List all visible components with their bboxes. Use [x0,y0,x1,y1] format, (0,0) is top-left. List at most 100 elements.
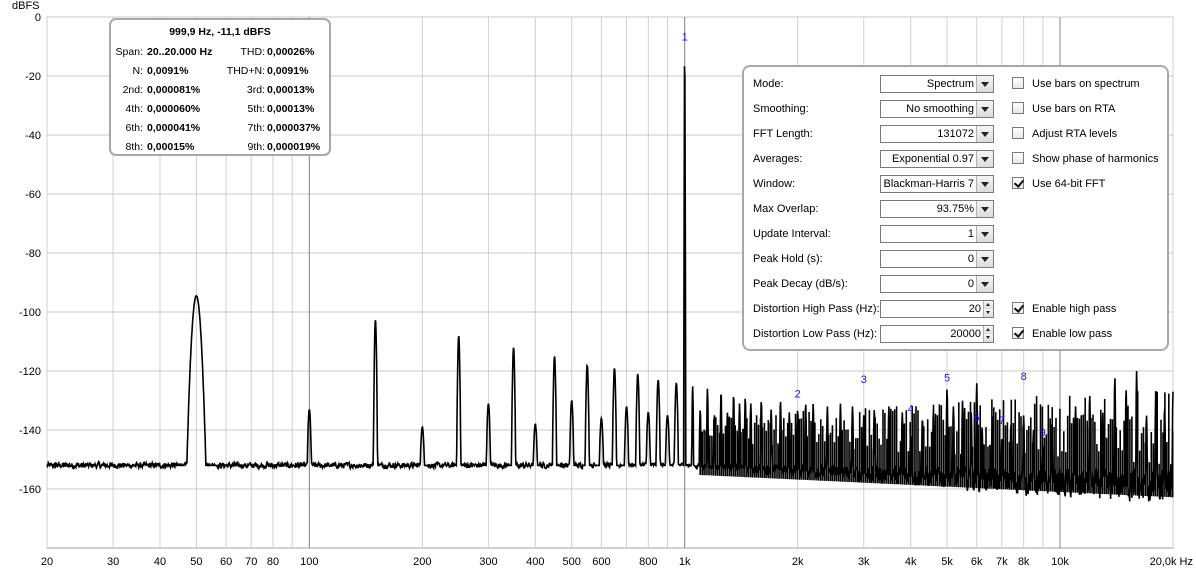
checkbox-icon[interactable] [1012,177,1024,189]
peak-decay-label: Peak Decay (dB/s): [753,278,848,290]
info-value: 0,000037% [267,122,321,134]
info-label: 8th: [125,141,143,153]
info-label: Span: [115,46,143,58]
update-interval-label: Update Interval: [753,228,831,240]
info-row: 4th: 0,000060% 5th: 0,00013% [111,102,329,116]
x-tick-label: 8k [1018,556,1030,568]
x-tick-label: 200 [413,556,431,568]
y-tick-label: -20 [25,71,41,83]
checkbox-icon[interactable] [1012,152,1024,164]
spectrum-settings-panel: Mode: Spectrum Smoothing: No smoothing F… [742,65,1169,351]
info-value: 20..20.000 Hz [147,46,213,58]
distortion-low-pass-input[interactable]: 20000 [880,325,994,343]
x-tick-label: 800 [639,556,657,568]
info-value: 0,000060% [147,103,201,115]
x-tick-label: 70 [245,556,257,568]
chevron-down-icon [976,76,993,92]
info-label: 3rd: [246,84,265,96]
info-row: 2nd: 0,000081% 3rd: 0,00013% [111,83,329,97]
axis-ticks: 20 30 40 50 60 70 80 100 200 300 400 500 600 800 1k 2k 3… [19,12,1193,568]
x-tick-label: 40 [154,556,166,568]
x-tick-label: 100 [300,556,318,568]
x-tick-label: 7k [996,556,1008,568]
update-interval-select[interactable]: 1 [880,225,994,243]
spin-up-icon[interactable] [983,326,993,334]
chevron-down-icon [976,251,993,267]
window-label: Window: [753,178,796,190]
averages-label: Averages: [753,153,803,165]
x-tick-label: 50 [190,556,202,568]
harmonic-marker: 9 [1040,427,1046,439]
info-value: 0,0091% [147,65,189,77]
info-row: N: 0,0091% THD+N: 0,0091% [111,64,329,78]
checkbox-icon[interactable] [1012,127,1024,139]
y-tick-label: -120 [19,366,41,378]
max-overlap-select[interactable]: 93.75% [880,200,994,218]
harmonic-marker: 1 [682,32,688,44]
info-row: 8th: 0,00015% 9th: 0,000019% [111,140,329,154]
chevron-down-icon [976,101,993,117]
info-row: 6th: 0,000041% 7th: 0,000037% [111,121,329,135]
checkbox-icon[interactable] [1012,102,1024,114]
x-tick-label: 10k [1051,556,1069,568]
spin-down-icon[interactable] [983,309,993,317]
harmonic-marker: 3 [861,374,867,386]
info-label: THD+N: [226,65,265,77]
y-tick-label: -140 [19,425,41,437]
x-tick-label: 3k [858,556,870,568]
y-tick-label: 0 [35,12,41,24]
chevron-down-icon [976,276,993,292]
info-value: 0,0091% [267,65,309,77]
mode-select[interactable]: Spectrum [880,75,994,93]
distortion-high-pass-input[interactable]: 20 [880,300,994,318]
chevron-down-icon [976,201,993,217]
harmonic-marker: 8 [1021,371,1027,383]
checkbox-icon[interactable] [1012,327,1024,339]
info-value: 0,000019% [267,141,321,153]
chevron-down-icon [976,151,993,167]
y-tick-label: -40 [25,130,41,142]
info-value: 0,000041% [147,122,201,134]
chevron-down-icon [976,226,993,242]
info-label: 7th: [247,122,265,134]
x-tick-label: 6k [971,556,983,568]
harmonic-marker: 6 [974,412,980,424]
info-title: 999,9 Hz, -11,1 dBFS [169,26,271,38]
x-tick-label: 5k [941,556,953,568]
averages-select[interactable]: Exponential 0.97 [880,150,994,168]
spin-down-icon[interactable] [983,334,993,342]
y-tick-label: -80 [25,248,41,260]
chevron-down-icon [976,176,993,192]
x-tick-label: 60 [220,556,232,568]
checkbox-icon[interactable] [1012,77,1024,89]
info-label: 2nd: [122,84,143,96]
harmonic-marker: 5 [944,372,950,384]
info-label: N: [132,65,144,77]
peak-hold-select[interactable]: 0 [880,250,994,268]
spectrum-trace [46,66,1174,502]
smoothing-select[interactable]: No smoothing [880,100,994,118]
chevron-down-icon [976,126,993,142]
x-tick-label: 20 [41,556,53,568]
window-select[interactable]: Blackman-Harris 7 [880,175,994,193]
peak-decay-select[interactable]: 0 [880,275,994,293]
distortion-high-pass-label: Distortion High Pass (Hz): [753,303,880,315]
info-label: THD: [240,46,266,58]
peak-hold-label: Peak Hold (s): [753,253,823,265]
harmonic-marker: 7 [999,415,1005,427]
smoothing-label: Smoothing: [753,103,809,115]
mode-label: Mode: [753,78,784,90]
x-tick-label: 400 [526,556,544,568]
max-overlap-label: Max Overlap: [753,203,819,215]
info-value: 0,00026% [267,46,315,58]
info-label: 4th: [125,103,143,115]
x-tick-label: 20,0k Hz [1150,556,1193,568]
info-value: 0,00015% [147,141,195,153]
spin-up-icon[interactable] [983,301,993,309]
fft-length-select[interactable]: 131072 [880,125,994,143]
x-tick-label: 500 [563,556,581,568]
checkbox-icon[interactable] [1012,302,1024,314]
x-tick-label: 1k [679,556,691,568]
info-label: 9th: [247,141,265,153]
info-label: 5th: [247,103,265,115]
